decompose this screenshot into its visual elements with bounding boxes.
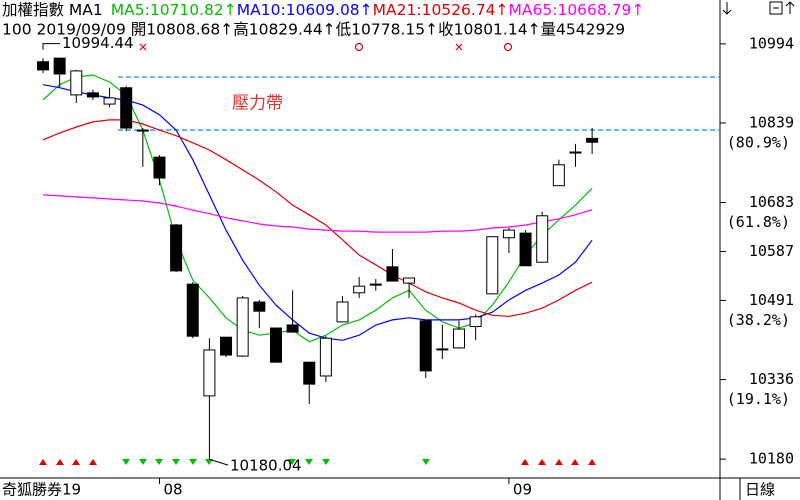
fib-label: (61.8%) <box>727 213 790 231</box>
candle-body <box>253 301 266 312</box>
candle-body <box>502 229 515 239</box>
y-tick-label: 10994 <box>749 34 794 52</box>
candle-body <box>336 301 349 323</box>
header-quote: 100 2019/09/09 開10808.68↑高10829.44↑低1077… <box>2 21 625 39</box>
footer-left: 奇狐勝券19 <box>2 481 81 499</box>
legend-entry: MA21:10526.74↑ <box>373 1 509 19</box>
legend-entry: MA5:10710.82↑ <box>111 1 237 19</box>
candle-body <box>203 349 216 397</box>
candle-body <box>436 348 449 351</box>
fib-label: (19.1%) <box>727 390 790 408</box>
candle-body <box>120 87 133 129</box>
candle-body <box>286 324 299 333</box>
signal-markers <box>139 42 513 52</box>
candle-body <box>186 283 199 337</box>
footer-right: 日線 <box>745 481 775 499</box>
candle-body <box>103 97 116 105</box>
candle-body <box>153 156 166 179</box>
candle-body <box>486 236 499 295</box>
high-mark-line <box>42 43 60 50</box>
fib-label: (80.9%) <box>727 133 790 151</box>
fib-label: (38.2%) <box>727 311 790 329</box>
y-tick-label: 10491 <box>749 291 794 309</box>
header: 加權指數 MA1 MA5:10710.82↑MA10:10609.08↑MA21:… <box>2 1 644 19</box>
candle-body <box>552 164 565 187</box>
y-tick-label: 10180 <box>749 450 794 468</box>
candle-body <box>220 336 233 356</box>
x-tick-label: 08 <box>163 481 182 499</box>
legend-entry: MA10:10609.08↑ <box>237 1 373 19</box>
candle-body <box>419 320 432 372</box>
candle-body <box>70 70 83 96</box>
low-mark-label: 10180.04 <box>230 457 302 475</box>
y-tick-label: 10683 <box>749 193 794 211</box>
candle-body <box>303 361 316 385</box>
candle-body <box>236 297 249 357</box>
candle-body <box>53 57 66 75</box>
candle-body <box>569 151 582 154</box>
candle-body <box>403 277 416 284</box>
y-tick-label: 10839 <box>749 113 794 131</box>
low-mark-line <box>208 458 229 466</box>
candle-body <box>353 285 366 294</box>
ma-line <box>42 119 593 317</box>
candle-body <box>386 266 399 282</box>
buy-triangles <box>39 459 596 465</box>
candle-body <box>86 92 99 98</box>
candle-body <box>469 316 482 327</box>
x-tick-label: 09 <box>513 481 532 499</box>
legend-entry: MA65:10668.79↑ <box>509 1 645 19</box>
y-tick-label: 10336 <box>749 370 794 388</box>
sell-triangles <box>122 459 430 465</box>
candle-body <box>369 283 382 286</box>
header-title: 加權指數 MA1 <box>2 1 103 19</box>
candle-body <box>269 327 282 363</box>
y-tick-label: 10587 <box>749 242 794 260</box>
ma-line <box>42 84 593 341</box>
band-label: 壓力帶 <box>232 94 283 114</box>
candle-body <box>170 224 183 272</box>
high-mark-label: 10994.44 <box>62 34 134 52</box>
candle-body <box>586 137 599 143</box>
candle-body <box>519 232 532 267</box>
candle-body <box>37 61 49 71</box>
candle-body <box>453 328 465 349</box>
ma-line <box>42 74 593 343</box>
candle-body <box>536 215 549 263</box>
candle-body <box>136 129 149 132</box>
toolbar-icons[interactable] <box>722 1 795 15</box>
candle-body <box>319 337 332 377</box>
ma-line <box>42 194 593 233</box>
